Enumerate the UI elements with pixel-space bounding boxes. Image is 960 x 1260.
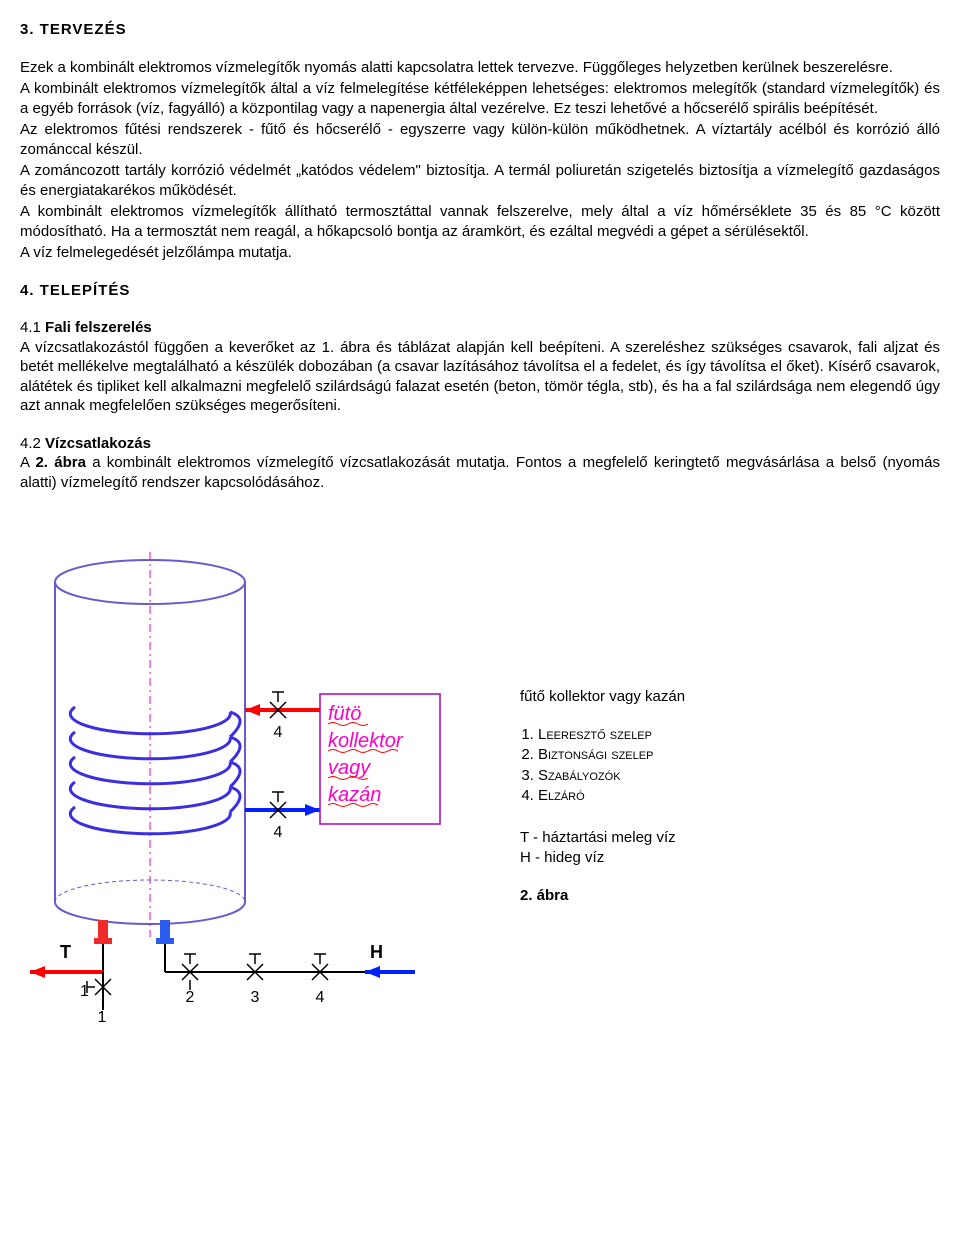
s4-2-title: Vízcsatlakozás <box>45 435 151 452</box>
legend-item-2: Biztonsági szelep <box>538 745 685 765</box>
section-4-2: 4.2 Vízcsatlakozás A 2. ábra a kombinált… <box>20 434 940 493</box>
s4-2-c: a kombinált elektromos vízmelegítő vízcs… <box>20 454 940 491</box>
figure-2-wrap: 4 4 fütö kollektor vagy kazán T <box>20 542 940 1022</box>
figure-2-legend: fűtő kollektor vagy kazán Leeresztő szel… <box>450 542 685 920</box>
legend-t: T - háztartási meleg víz <box>520 828 685 848</box>
legend-title: fűtő kollektor vagy kazán <box>520 687 685 707</box>
label-4a: 4 <box>274 724 283 741</box>
s3-p2: A kombinált elektromos vízmelegítők álta… <box>20 79 940 118</box>
label-H: H <box>370 942 383 962</box>
s3-p3: Az elektromos fűtési rendszerek - fűtő é… <box>20 120 940 159</box>
s4-1-title: Fali felszerelés <box>45 319 152 336</box>
section-4-1: 4.1 Fali felszerelés A vízcsatlakozástól… <box>20 318 940 416</box>
s4-2-prefix: 4.2 <box>20 435 45 452</box>
s4-2-body: 4.2 Vízcsatlakozás A 2. ábra a kombinált… <box>20 434 940 493</box>
section-3-body: Ezek a kombinált elektromos vízmelegítők… <box>20 58 940 263</box>
legend-item-1: Leeresztő szelep <box>538 725 685 745</box>
box-l4: kazán <box>328 784 381 806</box>
s3-p4: A zománcozott tartály korrózió védelmét … <box>20 161 940 200</box>
legend-item-3: Szabályozók <box>538 766 685 786</box>
legend-list: Leeresztő szelep Biztonsági szelep Szabá… <box>520 725 685 806</box>
label-2: 2 <box>186 989 195 1006</box>
figure-2-diagram: 4 4 fütö kollektor vagy kazán T <box>20 542 450 1022</box>
figure-label: 2. ábra <box>520 886 685 906</box>
label-T: T <box>60 942 71 962</box>
legend-h: H - hideg víz <box>520 848 685 868</box>
label-4c: 4 <box>316 989 325 1006</box>
legend-th: T - háztartási meleg víz H - hideg víz <box>520 828 685 868</box>
legend-item-4: Elzáró <box>538 786 685 806</box>
box-l3: vagy <box>328 757 371 779</box>
s4-2-b: 2. ábra <box>35 454 85 471</box>
s4-1-prefix: 4.1 <box>20 319 45 336</box>
section-3-heading: 3. TERVEZÉS <box>20 20 940 40</box>
s3-p1: Ezek a kombinált elektromos vízmelegítők… <box>20 58 940 78</box>
label-1: 1 <box>80 983 89 1000</box>
box-l1: fütö <box>328 703 361 725</box>
s4-2-a: A <box>20 454 35 471</box>
section-4-heading: 4. TELEPÍTÉS <box>20 281 940 301</box>
label-1b: 1 <box>98 1009 107 1022</box>
label-3: 3 <box>251 989 260 1006</box>
s4-1-body: 4.1 Fali felszerelés A vízcsatlakozástól… <box>20 318 940 416</box>
s3-p5: A kombinált elektromos vízmelegítők állí… <box>20 202 940 241</box>
label-4b: 4 <box>274 824 283 841</box>
s4-1-text: A vízcsatlakozástól függően a keverőket … <box>20 339 940 415</box>
box-l2: kollektor <box>328 730 404 752</box>
s3-p6: A víz felmelegedését jelzőlámpa mutatja. <box>20 243 940 263</box>
